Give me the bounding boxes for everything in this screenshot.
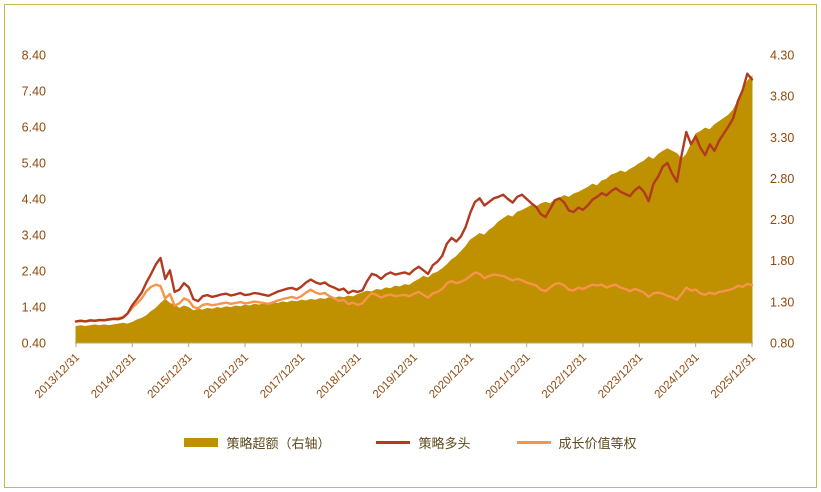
left-axis-tick-label: 6.40 [22, 121, 46, 135]
line-series-growth-value-equal-weight [74, 271, 754, 323]
right-axis-tick-label: 4.30 [770, 49, 794, 63]
x-axis-tick-label: 2019/12/31 [371, 352, 420, 401]
right-axis-tick-label: 1.30 [770, 295, 794, 309]
left-axis-tick-label: 2.40 [22, 265, 46, 279]
x-axis-tick-label: 2024/12/31 [653, 352, 702, 401]
right-axis-tick-label: 2.30 [770, 213, 794, 227]
right-axis-tick-label: 1.80 [770, 254, 794, 268]
legend-label-strategy-long: 策略多头 [418, 436, 471, 451]
x-axis-tick-label: 2025/12/31 [709, 352, 758, 401]
x-axis-tick-label: 2014/12/31 [89, 352, 138, 401]
left-axis-tick-label: 0.40 [22, 337, 46, 351]
legend-label-strategy-excess: 策略超额（右轴） [226, 436, 331, 451]
left-axis-tick-label: 1.40 [22, 301, 46, 315]
x-axis-tick-label: 2015/12/31 [146, 352, 195, 401]
right-axis-tick-label: 3.30 [770, 131, 794, 145]
legend-label-growth-value-equal-weight: 成长价值等权 [558, 436, 637, 451]
x-axis-tick-label: 2020/12/31 [427, 352, 476, 401]
x-axis-tick-label: 2016/12/31 [202, 352, 251, 401]
legend-marker-strategy-long [376, 441, 411, 444]
right-axis-tick-label: 2.80 [770, 172, 794, 186]
legend-marker-growth-value-equal-weight [516, 441, 551, 444]
x-axis-tick-label: 2018/12/31 [315, 352, 364, 401]
left-axis-tick-label: 4.40 [22, 193, 46, 207]
left-axis-tick-label: 5.40 [22, 157, 46, 171]
x-axis-tick-label: 2013/12/31 [33, 352, 82, 401]
left-axis-tick-label: 3.40 [22, 229, 46, 243]
right-axis-tick-label: 3.80 [770, 90, 794, 104]
left-axis-tick-label: 7.40 [22, 85, 46, 99]
legend-item-strategy-long: 策略多头 [376, 433, 471, 452]
legend-item-strategy-excess: 策略超额（右轴） [184, 433, 330, 452]
x-axis-tick-label: 2023/12/31 [596, 352, 645, 401]
x-axis-tick-label: 2022/12/31 [540, 352, 589, 401]
x-axis-tick-label: 2017/12/31 [258, 352, 307, 401]
left-axis-tick-label: 8.40 [22, 49, 46, 63]
area-series-strategy-excess [75, 75, 753, 344]
legend-marker-strategy-excess [184, 438, 219, 447]
right-axis-tick-label: 0.80 [770, 337, 794, 351]
legend-item-growth-value-equal-weight: 成长价值等权 [516, 433, 637, 452]
x-axis-tick-label: 2021/12/31 [484, 352, 533, 401]
line-series-strategy-long [74, 72, 754, 323]
chart-legend: 策略超额（右轴） 策略多头 成长价值等权 [0, 433, 821, 452]
